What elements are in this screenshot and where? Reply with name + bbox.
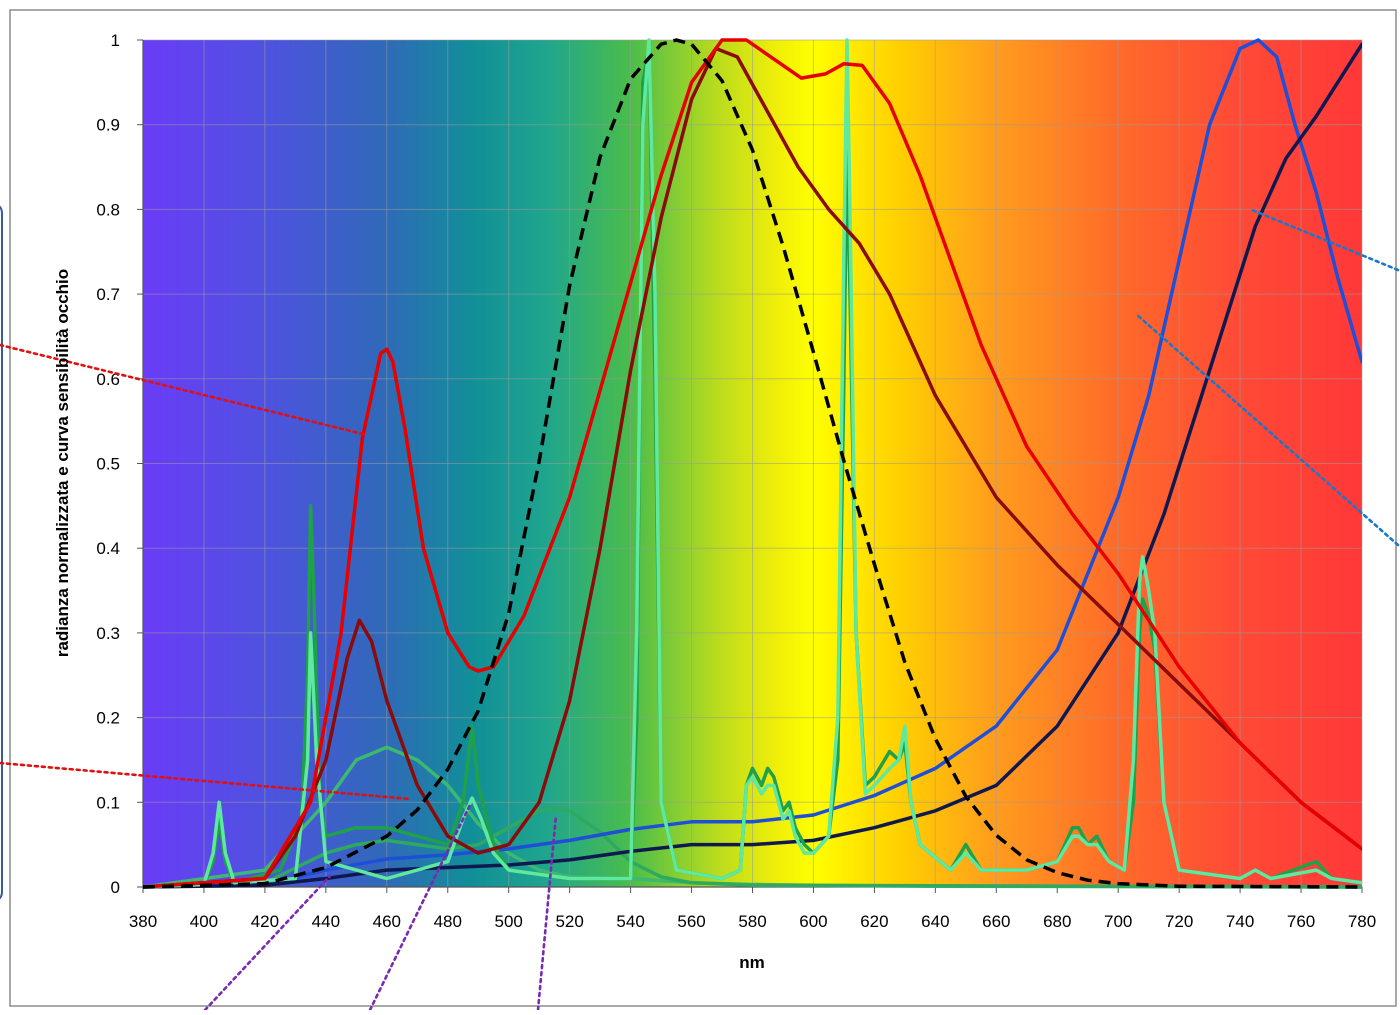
x-tick-label: 420 — [251, 912, 279, 931]
leader-purple-1 — [203, 874, 332, 1012]
x-tick-label: 780 — [1348, 912, 1376, 931]
x-tick-label: 400 — [190, 912, 218, 931]
y-tick-label: 1 — [111, 31, 120, 50]
x-tick-label: 440 — [312, 912, 340, 931]
x-tick-label: 480 — [434, 912, 462, 931]
x-tick-label: 680 — [1043, 912, 1071, 931]
x-tick-label: 660 — [982, 912, 1010, 931]
series-line-3 — [143, 38, 1362, 889]
y-axis-title: radianza normalizzata e curva sensibilit… — [53, 269, 72, 657]
x-tick-label: 580 — [738, 912, 766, 931]
series-line-0 — [143, 38, 1362, 889]
leader-red-bottom — [0, 761, 412, 801]
leader-blue-top — [1250, 208, 1400, 272]
series-layer — [143, 38, 1362, 889]
leader-purple-3 — [536, 813, 558, 1012]
y-tick-label: 0.6 — [96, 370, 120, 389]
x-tick-label: 700 — [1104, 912, 1132, 931]
x-tick-label: 640 — [921, 912, 949, 931]
y-tick-label: 0 — [111, 878, 120, 897]
axes: 380 400 420 440 460 480 500 520 540 560 580 600 620 6… — [96, 31, 1376, 931]
y-tick-label: 0.1 — [96, 793, 120, 812]
series-line-6 — [143, 38, 1362, 889]
left-panel-edge — [0, 205, 3, 900]
x-tick-label: 520 — [555, 912, 583, 931]
y-tick-label: 0.9 — [96, 116, 120, 135]
y-tick-label: 0.8 — [96, 200, 120, 219]
y-tick-label: 0.5 — [96, 455, 120, 474]
x-tick-label: 500 — [495, 912, 523, 931]
figure-border — [9, 9, 1397, 1007]
series-line-8 — [143, 806, 1362, 889]
y-tick-label: 0.2 — [96, 709, 120, 728]
leader-purple-2 — [368, 803, 472, 1012]
x-tick-label: 620 — [860, 912, 888, 931]
y-tick-label: 0.4 — [96, 539, 120, 558]
x-tick-label: 380 — [129, 912, 157, 931]
x-tick-label: 760 — [1287, 912, 1315, 931]
series-line-1 — [143, 38, 1362, 889]
leader-blue-bottom — [1134, 312, 1400, 547]
x-tick-label: 600 — [799, 912, 827, 931]
y-tick-label: 0.3 — [96, 624, 120, 643]
x-tick-label: 740 — [1226, 912, 1254, 931]
x-tick-label: 460 — [373, 912, 401, 931]
annotation-lines — [0, 208, 1400, 1012]
series-line-2 — [143, 46, 1362, 889]
leader-red-top — [0, 343, 365, 436]
x-axis-title: nm — [739, 953, 765, 972]
x-tick-label: 540 — [616, 912, 644, 931]
x-tick-label: 560 — [677, 912, 705, 931]
y-tick-label: 0.7 — [96, 285, 120, 304]
x-tick-label: 720 — [1165, 912, 1193, 931]
